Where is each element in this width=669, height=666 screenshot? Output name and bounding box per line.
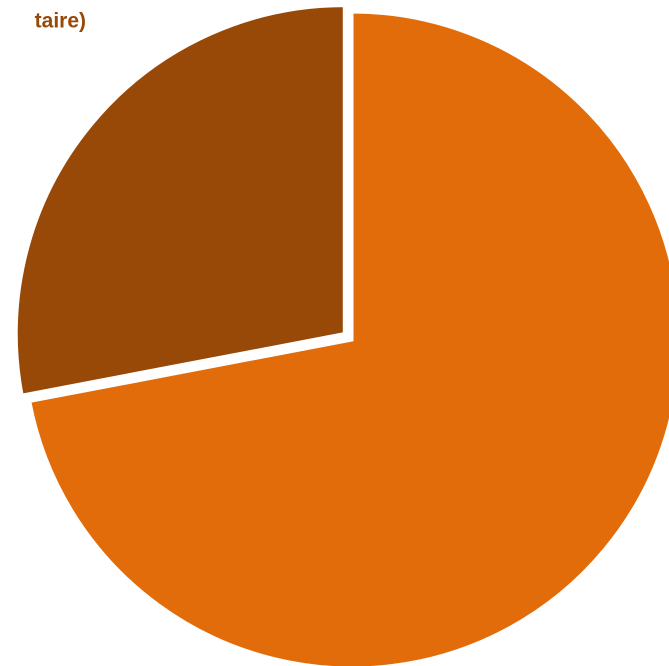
pie-slice — [28, 10, 669, 666]
slice-label: taire) — [35, 10, 86, 33]
pie-slice — [14, 4, 346, 397]
